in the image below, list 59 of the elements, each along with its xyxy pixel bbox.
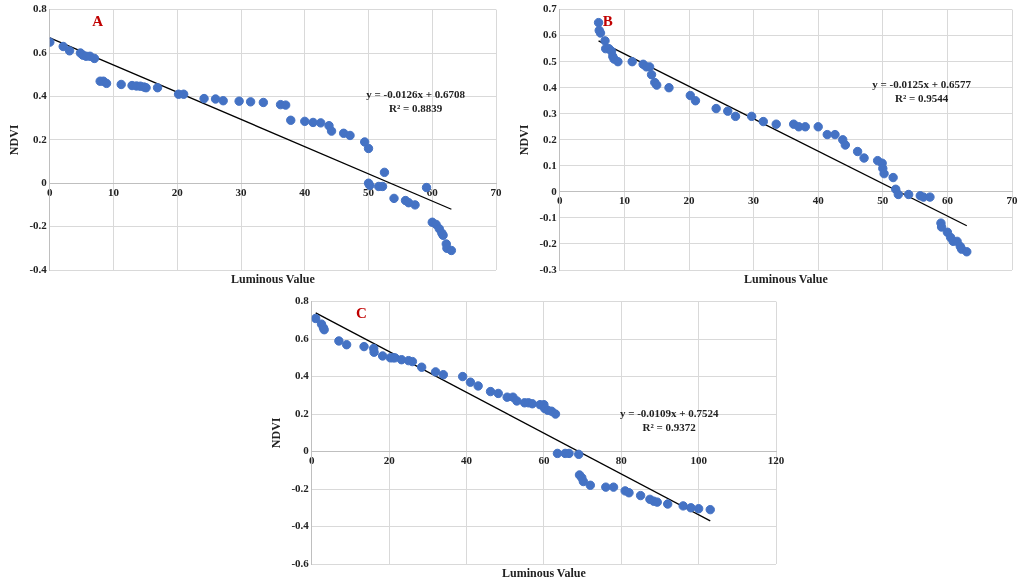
chart-title: B: [602, 12, 613, 29]
annotation: y = -0.0126x + 0.6708: [366, 88, 466, 101]
y-tick-label: -0.4: [291, 519, 310, 532]
x-tick-label: 70: [490, 185, 502, 198]
y-tick-label: 0.5: [543, 54, 558, 67]
x-tick-label: 80: [615, 453, 628, 466]
y-tick-label: -0.1: [539, 210, 557, 223]
x-tick-label: 50: [363, 185, 375, 198]
x-tick-label: 120: [767, 453, 785, 466]
y-axis-title: NDVI: [517, 124, 532, 156]
y-tick-label: 0.2: [543, 132, 558, 145]
x-tick-label: 20: [383, 453, 396, 466]
x-tick-label: 30: [748, 194, 760, 207]
x-tick-label: 30: [235, 185, 248, 198]
x-tick-label: 10: [108, 185, 120, 198]
y-tick-label: 0.4: [543, 80, 558, 93]
x-tick-label: 20: [171, 185, 184, 198]
chart-title: A: [92, 12, 104, 29]
x-axis-title: Luminous Value: [231, 272, 316, 287]
annotation: y = -0.0109x + 0.7524: [619, 407, 720, 420]
annotation: R² = 0.9544: [894, 91, 949, 104]
annotation: y = -0.0125x + 0.6577: [872, 77, 972, 90]
x-tick-label: 10: [618, 194, 631, 207]
y-axis-title: NDVI: [7, 124, 22, 156]
x-tick-label: 40: [299, 185, 311, 198]
y-tick-label: 0.6: [33, 45, 48, 58]
y-tick-label: 0.8: [295, 294, 310, 307]
x-axis-title: Luminous Value: [744, 272, 829, 287]
x-tick-label: 40: [461, 453, 473, 466]
y-tick-label: 0: [303, 444, 310, 457]
y-tick-label: 0.8: [33, 2, 48, 15]
y-tick-label: -0.2: [291, 481, 310, 494]
x-axis-title: Luminous Value: [502, 566, 587, 581]
x-tick-label: 40: [812, 194, 825, 207]
y-tick-label: -0.3: [539, 262, 558, 275]
y-tick-label: 0.6: [543, 28, 558, 41]
x-tick-label: 50: [877, 194, 889, 207]
y-tick-label: -0.4: [29, 262, 48, 275]
annotation: R² = 0.8839: [389, 102, 443, 115]
y-tick-label: 0.6: [295, 331, 310, 344]
x-tick-label: 70: [1006, 194, 1018, 207]
y-tick-label: 0: [41, 176, 48, 189]
x-tick-label: 100: [690, 453, 708, 466]
x-tick-label: 20: [683, 194, 696, 207]
y-tick-label: -0.2: [29, 219, 48, 232]
annotation: R² = 0.9372: [642, 421, 697, 434]
x-tick-label: 60: [941, 194, 954, 207]
y-tick-label: 0.3: [543, 106, 558, 119]
y-tick-label: 0.7: [543, 2, 558, 15]
y-tick-label: 0.4: [33, 89, 48, 102]
y-tick-label: -0.2: [539, 236, 558, 249]
y-tick-label: 0.2: [295, 406, 310, 419]
y-tick-label: 0.1: [543, 158, 557, 171]
y-tick-label: 0.2: [33, 132, 48, 145]
chart-title: C: [355, 304, 367, 321]
y-axis-title: NDVI: [269, 417, 284, 449]
y-tick-label: 0.4: [295, 369, 310, 382]
x-tick-label: 60: [538, 453, 550, 466]
y-tick-label: -0.6: [291, 556, 310, 569]
